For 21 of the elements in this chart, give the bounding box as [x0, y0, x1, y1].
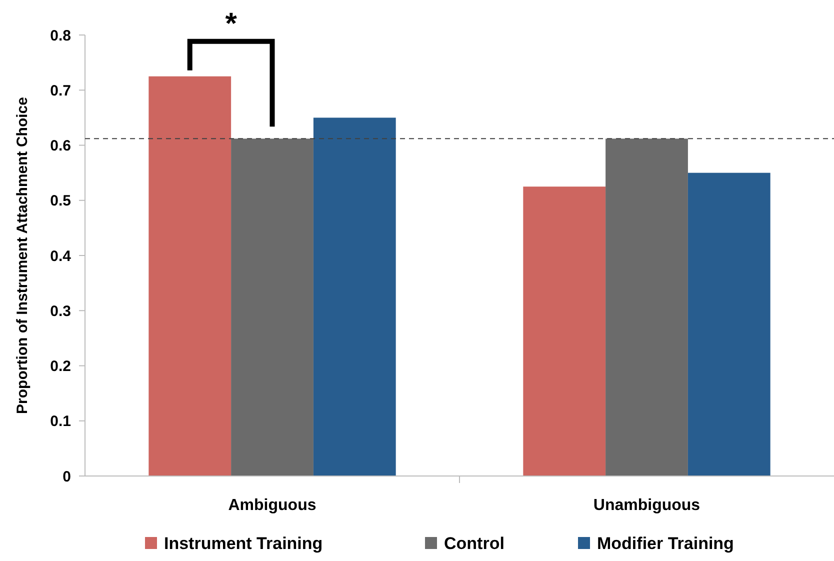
bar: [313, 118, 396, 476]
annotation: *: [225, 7, 238, 40]
legend-label: Instrument Training: [164, 534, 323, 553]
x-tick-label: Unambiguous: [593, 497, 700, 514]
bar: [231, 138, 314, 476]
bar: [606, 138, 688, 476]
y-tick-label: 0.2: [50, 358, 71, 375]
x-tick-label: Ambiguous: [228, 497, 316, 514]
y-tick-label: 0.1: [50, 413, 71, 430]
y-tick-label: 0.4: [50, 248, 72, 265]
y-tick-label: 0.7: [50, 82, 71, 100]
legend-label: Control: [444, 534, 504, 553]
y-tick-label: 0.5: [50, 192, 71, 210]
y-tick-label: 0: [62, 468, 71, 486]
y-tick-label: 0.6: [50, 138, 71, 154]
bar: [688, 172, 770, 476]
y-axis-title: Proportion of Instrument Attachment Choice: [14, 97, 31, 414]
bar: [523, 186, 606, 476]
legend-label: Modifier Training: [597, 534, 734, 553]
y-tick-label: 0.3: [50, 302, 71, 320]
y-tick-label: 0.8: [50, 27, 71, 44]
